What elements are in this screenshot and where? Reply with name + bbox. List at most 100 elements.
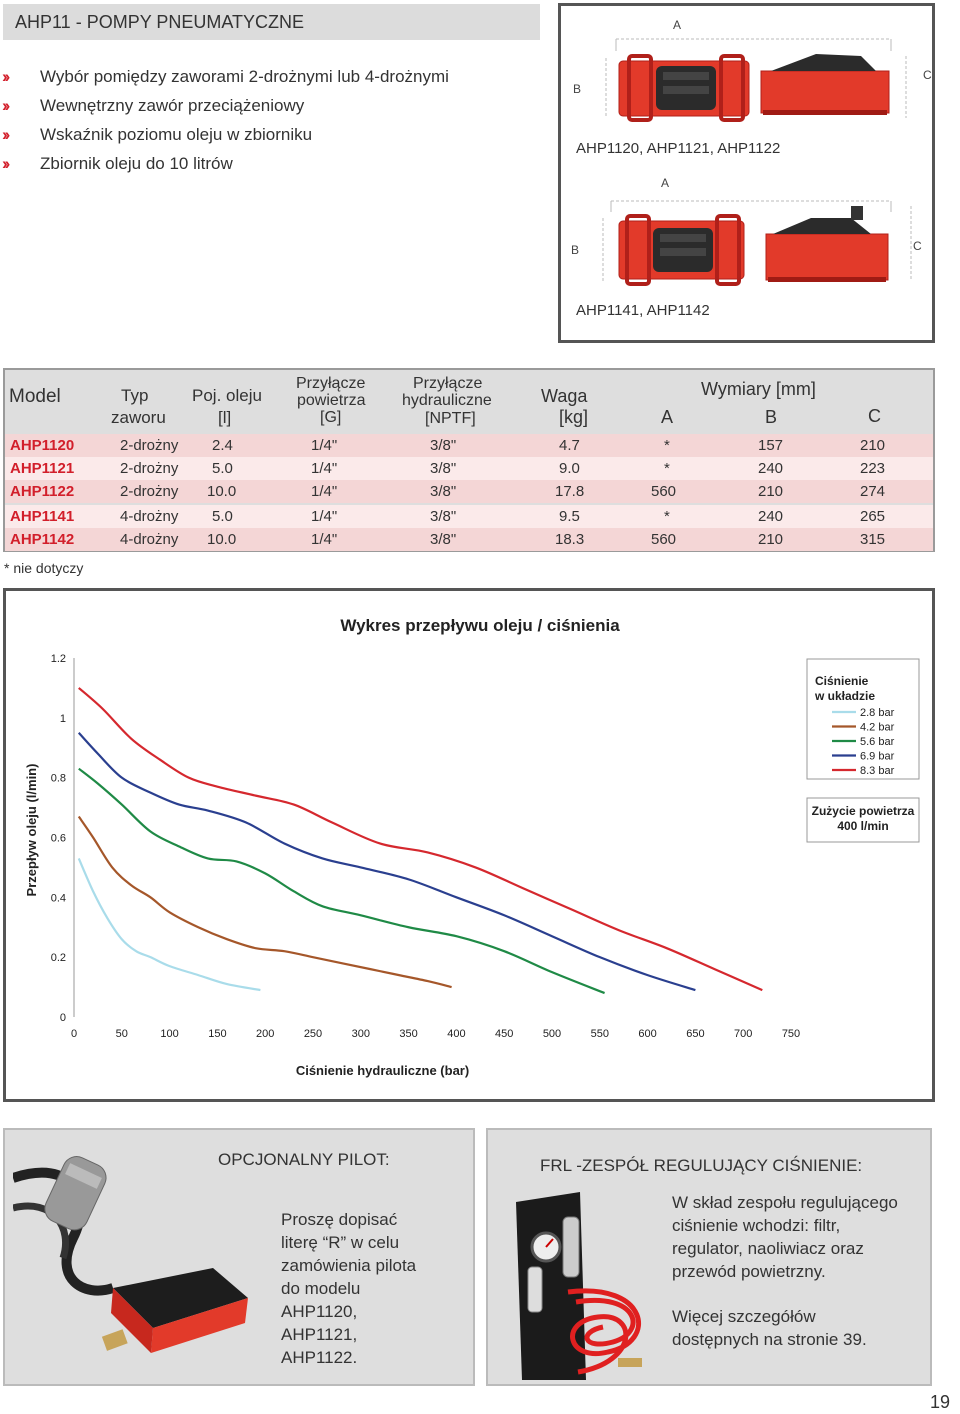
cell-model: AHP1120 [10, 437, 75, 454]
dimension-label-a: A [673, 18, 682, 32]
x-tick-label: 650 [686, 1028, 704, 1040]
table-row: AHP1142 4-drożny 10.0 1/4" 3/8" 18.3 560… [5, 528, 933, 551]
dimension-label-b: B [573, 82, 582, 96]
x-tick-label: 150 [208, 1028, 226, 1040]
col-header-a: A [661, 407, 674, 427]
frl-description: W skład zespołu regulującego ciśnienie w… [672, 1191, 898, 1283]
cell-capacity: 5.0 [212, 460, 233, 477]
legend-label: 5.6 bar [860, 736, 895, 748]
dimension-label-c: C [923, 68, 932, 82]
table-row: AHP1122 2-drożny 10.0 1/4" 3/8" 17.8 560… [5, 480, 933, 503]
frl-line: regulator, naoliwiacz oraz [672, 1239, 864, 1258]
cell-weight: 18.3 [555, 531, 585, 548]
cell-c: 274 [860, 483, 886, 500]
col-header-air: Przyłącze [296, 375, 366, 392]
x-tick-label: 500 [543, 1028, 561, 1040]
frl-unit-photo [516, 1192, 642, 1380]
table-footnote: * nie dotyczy [4, 560, 84, 576]
col-header-poj: [l] [218, 408, 232, 427]
cell-a: 560 [651, 531, 677, 548]
x-tick-label: 400 [447, 1028, 465, 1040]
spec-table: Model Typ zaworu Poj. oleju [l] Przyłącz… [3, 368, 935, 552]
cell-type: 2-drożny [120, 437, 179, 454]
cell-c: 315 [860, 531, 886, 548]
frl-panel: FRL -ZESPÓŁ REGULUJĄCY CIŚNIENIE: W skła… [486, 1128, 932, 1386]
pilot-line: literę “R” w celu [281, 1233, 400, 1252]
x-tick-label: 700 [734, 1028, 752, 1040]
cell-b: 157 [758, 437, 784, 454]
cell-weight: 4.7 [559, 437, 580, 454]
pilot-pump-photo [13, 1156, 248, 1353]
x-tick-label: 0 [71, 1028, 77, 1040]
cell-b: 240 [758, 508, 784, 525]
col-header-poj: Poj. oleju [192, 386, 262, 405]
feature-text: Zbiornik oleju do 10 litrów [40, 153, 233, 173]
table-row: AHP1121 2-drożny 5.0 1/4" 3/8" 9.0 * 240… [5, 457, 933, 480]
cell-air: 1/4" [311, 531, 338, 548]
cell-air: 1/4" [311, 508, 338, 525]
col-header-weight: [kg] [559, 407, 589, 427]
frl-line: przewód powietrzny. [672, 1262, 826, 1281]
pilot-line: AHP1121, [281, 1325, 358, 1344]
col-header-air: [G] [320, 409, 342, 426]
cell-model: AHP1142 [10, 531, 75, 548]
x-tick-label: 550 [591, 1028, 609, 1040]
col-header-weight: Waga [541, 386, 588, 406]
dimension-drawings: A B C AHP1120, AHP1121, AHP1122 A B C AH… [558, 3, 935, 343]
cell-model: AHP1141 [10, 508, 75, 525]
cell-model: AHP1122 [10, 483, 75, 500]
pilot-title: OPCJONALNY PILOT: [218, 1150, 390, 1169]
pump-drawing-2way [602, 38, 912, 286]
table-row: AHP1141 4-drożny 5.0 1/4" 3/8" 9.5 * 240… [5, 505, 933, 528]
frl-line: ciśnienie wchodzi: filtr, [672, 1216, 841, 1235]
x-tick-label: 600 [638, 1028, 656, 1040]
chevron-right-icon: ›› [2, 124, 10, 144]
cell-capacity: 5.0 [212, 508, 233, 525]
frl-line: dostępnych na stronie 39. [672, 1330, 867, 1349]
x-axis-label: Ciśnienie hydrauliczne (bar) [296, 1063, 469, 1078]
series-line [77, 858, 261, 992]
x-tick-label: 750 [782, 1028, 800, 1040]
cell-a: * [664, 508, 670, 525]
cell-hyd: 3/8" [430, 437, 457, 454]
cell-b: 210 [758, 483, 784, 500]
col-header-c: C [868, 406, 881, 426]
cell-capacity: 10.0 [207, 531, 237, 548]
feature-item: ›› Wskaźnik poziomu oleju w zbiorniku [0, 120, 540, 149]
air-consumption-value: 400 l/min [837, 819, 888, 833]
cell-air: 1/4" [311, 437, 338, 454]
page-number: 19 [930, 1392, 951, 1412]
dimension-label-a: A [661, 176, 670, 190]
y-tick-label: 0.8 [51, 773, 66, 785]
feature-list: ›› Wybór pomiędzy zaworami 2-drożnymi lu… [0, 62, 540, 178]
series-line [77, 732, 696, 992]
feature-item: ›› Wybór pomiędzy zaworami 2-drożnymi lu… [0, 62, 540, 91]
x-tick-label: 200 [256, 1028, 274, 1040]
legend-label: 2.8 bar [860, 707, 895, 719]
cell-b: 210 [758, 531, 784, 548]
cell-hyd: 3/8" [430, 483, 457, 500]
cell-capacity: 10.0 [207, 483, 237, 500]
x-tick-label: 50 [116, 1028, 128, 1040]
pilot-description: Proszę dopisać literę “R” w celu zamówie… [281, 1208, 416, 1369]
pilot-line: do modelu [281, 1279, 361, 1298]
frl-line: W skład zespołu regulującego [672, 1193, 898, 1212]
flow-pressure-chart [3, 588, 935, 1102]
y-tick-label: 0.6 [51, 833, 66, 845]
dimension-label-b: B [571, 243, 580, 257]
feature-text: Wskaźnik poziomu oleju w zbiorniku [40, 124, 313, 144]
col-header-b: B [765, 407, 778, 427]
feature-item: ›› Zbiornik oleju do 10 litrów [0, 149, 540, 178]
pilot-line: Proszę dopisać [281, 1210, 398, 1229]
pilot-line: zamówienia pilota [281, 1256, 417, 1275]
series-line [77, 815, 452, 989]
pilot-line: AHP1122. [281, 1348, 358, 1367]
chevron-right-icon: ›› [2, 95, 10, 115]
feature-item: ›› Wewnętrzny zawór przeciążeniowy [0, 91, 540, 120]
cell-b: 240 [758, 460, 784, 477]
chart-title: Wykres przepływu oleju / ciśnienia [340, 616, 620, 635]
col-header-typ: zaworu [111, 408, 166, 427]
cell-weight: 9.5 [559, 508, 580, 525]
cell-type: 4-drożny [120, 508, 179, 525]
legend-label: 8.3 bar [860, 765, 895, 777]
